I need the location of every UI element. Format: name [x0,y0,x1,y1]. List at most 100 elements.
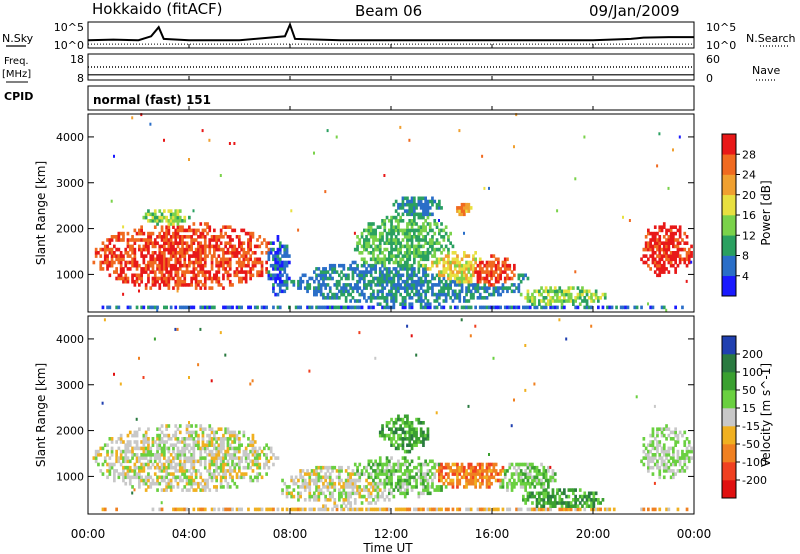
power-cell [178,209,182,213]
power-cell [365,260,368,265]
velocity-cell [563,507,566,512]
power-cell [117,231,121,236]
velocity-cell [422,491,425,496]
power-cell [183,247,187,252]
power-cell [597,305,600,310]
power-cell [133,254,137,258]
power-colorbar-tick-label: 16 [742,209,756,222]
power-cell [394,215,398,220]
power-cell [483,286,487,290]
velocity-cell [472,478,475,483]
power-cell [444,260,448,265]
power-cell [113,235,116,239]
power-cell [369,279,373,284]
velocity-cell [151,437,155,441]
power-cell [426,212,430,217]
power-cell [153,276,157,281]
power-cell [369,235,373,239]
power-cell [103,257,107,262]
power-cell [378,302,382,306]
velocity-cell [551,501,555,505]
velocity-cell [149,456,153,460]
power-cell [215,244,218,249]
velocity-cell [506,481,509,486]
power-cell [422,228,425,233]
power-cell [608,305,612,310]
power-cell [338,263,341,268]
velocity-cell [390,481,393,486]
power-cell [506,289,509,294]
velocity-cell [394,507,398,512]
power-cell [369,263,373,268]
velocity-cell [385,456,389,460]
power-cell [651,254,655,258]
power-cell [374,296,377,300]
power-cell [403,289,407,294]
velocity-cell [172,443,175,447]
power-cell [394,241,398,245]
velocity-cell [226,427,230,431]
velocity-cell [228,446,232,451]
velocity-cell [447,481,450,486]
power-cell [383,247,387,252]
power-cell [251,231,255,236]
velocity-cell [526,507,530,512]
velocity-cell [349,475,352,480]
power-cell [283,270,287,274]
velocity-cell [647,449,650,454]
velocity-cell [103,456,107,460]
velocity-cell [413,465,416,470]
power-cell [140,305,143,310]
power-cell [228,260,232,265]
velocity-cell [522,472,525,476]
power-cell [410,209,414,213]
power-cell [197,273,200,278]
power-cell [188,263,191,268]
velocity-cell [147,462,150,467]
velocity-cell [156,453,159,457]
velocity-cell [172,475,175,480]
velocity-cell [228,433,232,438]
power-cell [169,270,173,274]
velocity-cell [392,421,396,425]
power-cell [690,254,693,258]
velocity-cell [419,475,423,480]
velocity-cell [656,462,659,467]
power-cell [174,238,178,242]
velocity-cell [358,475,362,480]
power-cell [208,244,212,249]
power-cell [413,254,416,258]
velocity-cell [181,478,184,483]
power-cell [463,299,466,303]
power-cell [140,231,143,236]
power-cell [406,286,409,290]
velocity-cell [210,472,214,476]
velocity-cell [226,430,230,435]
velocity-cell [567,504,571,508]
power-cell [383,296,387,300]
power-cell [281,244,284,249]
power-colorbar-segment [722,174,736,196]
power-cell [563,296,566,300]
velocity-cell [265,456,268,460]
velocity-cell [687,459,691,464]
velocity-cell [147,478,150,483]
power-cell [406,209,409,213]
power-cell [424,270,427,274]
velocity-cell [333,465,337,470]
power-cell [144,212,148,217]
velocity-cell [210,456,214,460]
power-cell [292,283,296,287]
power-cell [344,296,348,300]
velocity-cell [208,475,212,480]
power-cell [419,238,423,242]
power-cell [331,267,334,271]
velocity-cell [428,475,432,480]
power-cell [426,289,430,294]
velocity-cell [381,491,384,496]
velocity-cell [451,507,455,512]
velocity-cell [410,334,413,338]
power-cell [381,292,384,297]
power-cell [526,299,530,303]
velocity-cell [192,453,196,457]
